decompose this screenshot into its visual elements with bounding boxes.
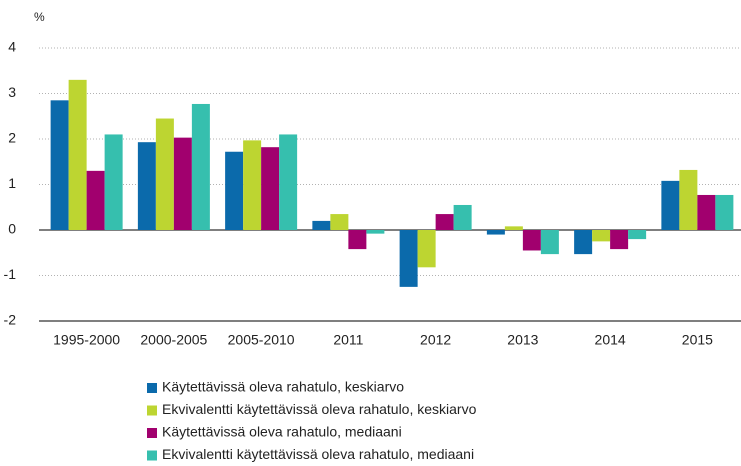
bar bbox=[592, 230, 611, 242]
bar bbox=[225, 151, 244, 230]
x-tick-label: 2015 bbox=[682, 332, 713, 348]
bar bbox=[610, 230, 629, 250]
y-tick-label: 4 bbox=[8, 39, 16, 55]
bar bbox=[540, 230, 559, 255]
x-tick-label: 2012 bbox=[420, 332, 451, 348]
bar bbox=[628, 230, 647, 240]
y-tick-label: -2 bbox=[4, 312, 17, 328]
bar bbox=[312, 220, 331, 230]
legend-swatch bbox=[147, 428, 157, 438]
bar bbox=[68, 79, 87, 230]
bar bbox=[679, 169, 698, 230]
bar bbox=[366, 230, 385, 234]
bar bbox=[697, 194, 716, 230]
bar bbox=[399, 230, 418, 287]
y-tick-label: 2 bbox=[8, 130, 16, 146]
bar bbox=[486, 230, 505, 235]
bar bbox=[453, 204, 472, 230]
bar bbox=[191, 103, 210, 230]
bar bbox=[574, 230, 593, 255]
y-tick-label: 1 bbox=[8, 175, 16, 191]
legend-label: Käytettävissä oleva rahatulo, keskiarvo bbox=[162, 379, 404, 395]
bar bbox=[173, 137, 192, 230]
bar bbox=[137, 142, 156, 230]
y-tick-label: 0 bbox=[8, 221, 16, 237]
legend-label: Ekvivalentti käytettävissä oleva rahatul… bbox=[162, 446, 474, 462]
bar bbox=[348, 230, 367, 250]
bar bbox=[435, 214, 454, 230]
bar bbox=[504, 226, 523, 230]
x-tick-label: 2000-2005 bbox=[140, 332, 207, 348]
y-tick-label: 3 bbox=[8, 84, 16, 100]
bar bbox=[155, 118, 174, 230]
bar bbox=[661, 180, 680, 230]
x-tick-label: 2013 bbox=[507, 332, 538, 348]
legend-swatch bbox=[147, 405, 157, 416]
y-axis-label: % bbox=[34, 10, 45, 24]
bar bbox=[522, 230, 541, 251]
legend-swatch bbox=[147, 383, 157, 393]
legend-label: Ekvivalentti käytettävissä oleva rahatul… bbox=[162, 401, 477, 417]
bar bbox=[279, 134, 298, 230]
bar bbox=[104, 134, 123, 230]
y-tick-label: -1 bbox=[4, 266, 17, 282]
x-tick-label: 2011 bbox=[333, 332, 363, 348]
bar bbox=[261, 147, 280, 230]
bar bbox=[243, 140, 262, 230]
bar bbox=[330, 214, 349, 230]
bar bbox=[417, 230, 436, 268]
bar bbox=[86, 170, 105, 230]
bar bbox=[50, 100, 69, 230]
legend-swatch bbox=[147, 450, 157, 461]
legend-label: Käytettävissä oleva rahatulo, mediaani bbox=[162, 424, 402, 440]
bar bbox=[715, 194, 734, 230]
x-tick-label: 1995-2000 bbox=[53, 332, 120, 348]
x-tick-label: 2005-2010 bbox=[228, 332, 295, 348]
x-tick-label: 2014 bbox=[595, 332, 626, 348]
